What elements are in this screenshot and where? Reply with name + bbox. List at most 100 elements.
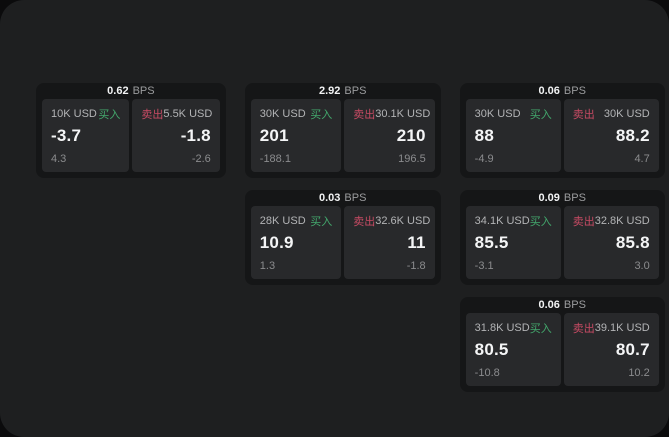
buy-amount: 31.8K USD (474, 321, 530, 334)
card-header: 0.06 BPS (460, 83, 665, 99)
sell-panel[interactable]: 卖出 30.1K USD 210 196.5 (344, 99, 435, 172)
sell-amount: 39.1K USD (594, 321, 650, 334)
buy-panel-top: 34.1K USD 买入 (475, 213, 552, 229)
sell-price: -1.8 (180, 126, 211, 145)
bps-value: 0.09 (538, 192, 560, 204)
quote-card: 0.06 BPS 30K USD 买入 88 -4.9 卖出 30K USD (459, 83, 665, 178)
card-header: 0.09 BPS (460, 190, 665, 206)
sell-amount: 32.6K USD (375, 214, 431, 227)
card-body: 30K USD 买入 201 -188.1 卖出 30.1K USD 210 1… (245, 99, 441, 178)
buy-button[interactable]: 买入 (98, 106, 120, 122)
buy-amount: 30K USD (474, 107, 521, 120)
quote-card: 0.06 BPS 31.8K USD 买入 80.5 -10.8 卖出 39.1… (459, 297, 665, 392)
quote-card: 2.92 BPS 30K USD 买入 201 -188.1 卖出 30.1K … (244, 83, 441, 178)
quote-card: 0.09 BPS 34.1K USD 买入 85.5 -3.1 卖出 32.8K… (459, 190, 665, 285)
bps-value: 2.92 (319, 85, 341, 97)
bps-unit: BPS (344, 85, 367, 97)
sell-delta: -1.8 (406, 260, 426, 272)
buy-panel[interactable]: 34.1K USD 买入 85.5 -3.1 (465, 206, 561, 279)
sell-button[interactable]: 卖出 (573, 106, 595, 122)
sell-price: 88.2 (615, 126, 650, 145)
buy-button[interactable]: 买入 (310, 213, 332, 229)
sell-delta: 10.2 (628, 367, 650, 379)
card-header: 0.06 BPS (460, 297, 665, 313)
sell-button[interactable]: 卖出 (353, 106, 375, 122)
buy-panel-top: 10K USD 买入 (51, 106, 120, 122)
card-body: 34.1K USD 买入 85.5 -3.1 卖出 32.8K USD 85.8… (460, 206, 665, 285)
sell-button[interactable]: 卖出 (573, 320, 595, 336)
bps-unit: BPS (563, 299, 586, 311)
bps-value: 0.03 (319, 192, 341, 204)
buy-price: 80.5 (474, 340, 509, 359)
buy-delta: 1.3 (259, 260, 276, 272)
buy-panel-top: 28K USD 买入 (260, 213, 332, 229)
quote-card-grid: 0.62 BPS 10K USD 买入 -3.7 4.3 卖出 5.5K USD (36, 83, 665, 392)
buy-delta: -4.9 (474, 153, 494, 165)
sell-amount: 32.8K USD (594, 214, 650, 227)
sell-delta: -2.6 (191, 153, 211, 165)
buy-panel-top: 30K USD 买入 (475, 106, 552, 122)
buy-delta: -188.1 (259, 153, 291, 165)
sell-panel[interactable]: 卖出 5.5K USD -1.8 -2.6 (132, 99, 220, 172)
sell-panel-top: 卖出 5.5K USD (141, 106, 213, 122)
sell-panel-top: 卖出 30.1K USD (353, 106, 430, 122)
buy-button[interactable]: 买入 (530, 213, 552, 229)
bps-unit: BPS (563, 192, 586, 204)
bps-unit: BPS (563, 85, 586, 97)
sell-panel-top: 卖出 32.6K USD (353, 213, 430, 229)
card-header: 2.92 BPS (245, 83, 441, 99)
buy-delta: 4.3 (51, 153, 67, 165)
buy-price: 10.9 (259, 233, 294, 252)
buy-panel-top: 31.8K USD 买入 (475, 320, 552, 336)
buy-button[interactable]: 买入 (310, 106, 332, 122)
sell-panel-top: 卖出 39.1K USD (573, 320, 650, 336)
buy-panel-top: 30K USD 买入 (260, 106, 332, 122)
bps-value: 0.62 (107, 85, 129, 97)
sell-panel[interactable]: 卖出 32.8K USD 85.8 3.0 (563, 206, 659, 279)
sell-button[interactable]: 卖出 (353, 213, 375, 229)
buy-delta: -10.8 (474, 367, 500, 379)
buy-amount: 30K USD (259, 107, 306, 120)
buy-panel[interactable]: 31.8K USD 买入 80.5 -10.8 (465, 313, 561, 386)
sell-button[interactable]: 卖出 (573, 213, 595, 229)
buy-panel[interactable]: 10K USD 买入 -3.7 4.3 (42, 99, 130, 172)
sell-panel[interactable]: 卖出 30K USD 88.2 4.7 (563, 99, 659, 172)
sell-price: 85.8 (615, 233, 650, 252)
buy-button[interactable]: 买入 (530, 320, 552, 336)
card-body: 10K USD 买入 -3.7 4.3 卖出 5.5K USD -1.8 -2.… (36, 99, 226, 178)
card-header: 0.03 BPS (245, 190, 441, 206)
sell-price: 210 (396, 126, 426, 145)
buy-amount: 28K USD (259, 214, 306, 227)
sell-amount: 30.1K USD (375, 107, 431, 120)
buy-delta: -3.1 (474, 260, 494, 272)
buy-price: 201 (259, 126, 289, 145)
quote-card: 0.03 BPS 28K USD 买入 10.9 1.3 卖出 32.6K US… (244, 190, 441, 285)
quote-card: 0.62 BPS 10K USD 买入 -3.7 4.3 卖出 5.5K USD (36, 83, 226, 178)
card-body: 28K USD 买入 10.9 1.3 卖出 32.6K USD 11 -1.8 (245, 206, 441, 285)
sell-amount: 30K USD (603, 107, 650, 120)
card-body: 31.8K USD 买入 80.5 -10.8 卖出 39.1K USD 80.… (460, 313, 665, 392)
buy-price: 85.5 (474, 233, 509, 252)
sell-delta: 196.5 (398, 153, 426, 165)
sell-button[interactable]: 卖出 (141, 106, 163, 122)
buy-panel[interactable]: 30K USD 买入 201 -188.1 (250, 99, 342, 172)
sell-price: 80.7 (615, 340, 650, 359)
buy-button[interactable]: 买入 (530, 106, 552, 122)
card-body: 30K USD 买入 88 -4.9 卖出 30K USD 88.2 4.7 (460, 99, 665, 178)
bps-value: 0.06 (538, 85, 560, 97)
buy-panel[interactable]: 30K USD 买入 88 -4.9 (465, 99, 561, 172)
buy-price: 88 (474, 126, 494, 145)
sell-price: 11 (407, 233, 426, 252)
buy-panel[interactable]: 28K USD 买入 10.9 1.3 (250, 206, 342, 279)
sell-delta: 3.0 (634, 260, 650, 272)
sell-panel[interactable]: 卖出 39.1K USD 80.7 10.2 (563, 313, 659, 386)
buy-amount: 34.1K USD (474, 214, 530, 227)
sell-amount: 5.5K USD (163, 107, 213, 120)
sell-panel[interactable]: 卖出 32.6K USD 11 -1.8 (344, 206, 435, 279)
buy-amount: 10K USD (51, 107, 97, 120)
buy-price: -3.7 (51, 126, 82, 145)
sell-panel-top: 卖出 32.8K USD (573, 213, 650, 229)
sell-delta: 4.7 (634, 153, 650, 165)
card-header: 0.62 BPS (36, 83, 226, 99)
